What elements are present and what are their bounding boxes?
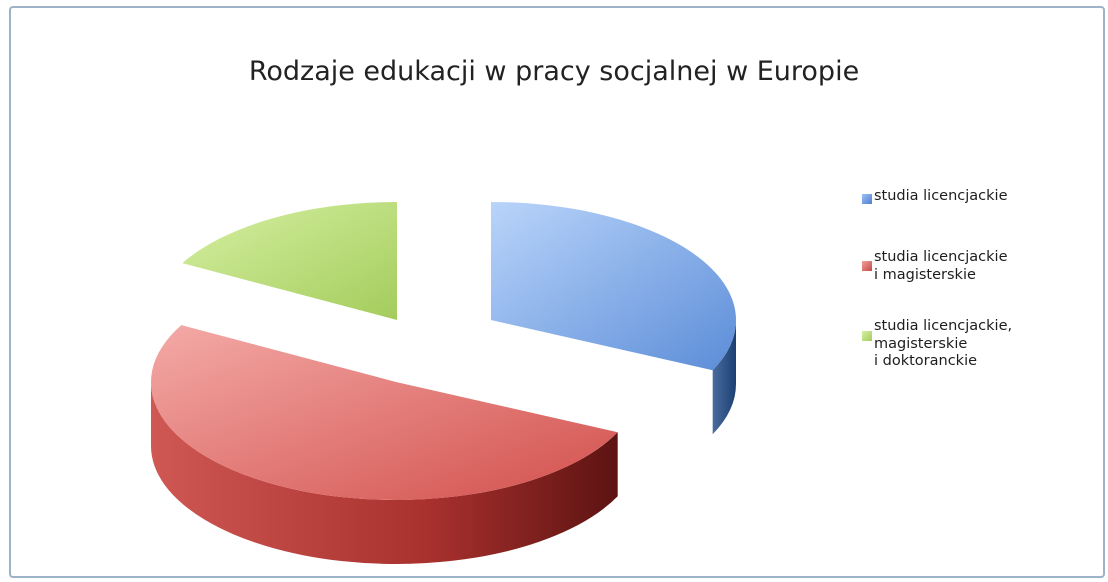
pie-slice-green [182, 202, 397, 320]
pie-slice-red [150, 325, 618, 564]
legend-label-1: studia licencjackie [874, 188, 1008, 204]
chart-title: Rodzaje edukacji w pracy socjalnej w Eur… [248, 56, 860, 87]
slice-green-top [182, 202, 397, 320]
slice-blue-side [712, 320, 736, 435]
legend-label-3: studia licencjackie, magisterskie i dokt… [874, 318, 1013, 369]
slice-red-top [150, 325, 618, 501]
slice-blue-top [491, 202, 736, 371]
pie-slice-blue [491, 202, 736, 435]
legend-label-2: studia licencjackie i magisterskie [874, 249, 1008, 283]
legend-swatch-green [862, 331, 872, 341]
slice-red-side [151, 382, 618, 564]
legend-swatch-red [862, 261, 872, 271]
legend-swatch-blue [862, 194, 872, 204]
